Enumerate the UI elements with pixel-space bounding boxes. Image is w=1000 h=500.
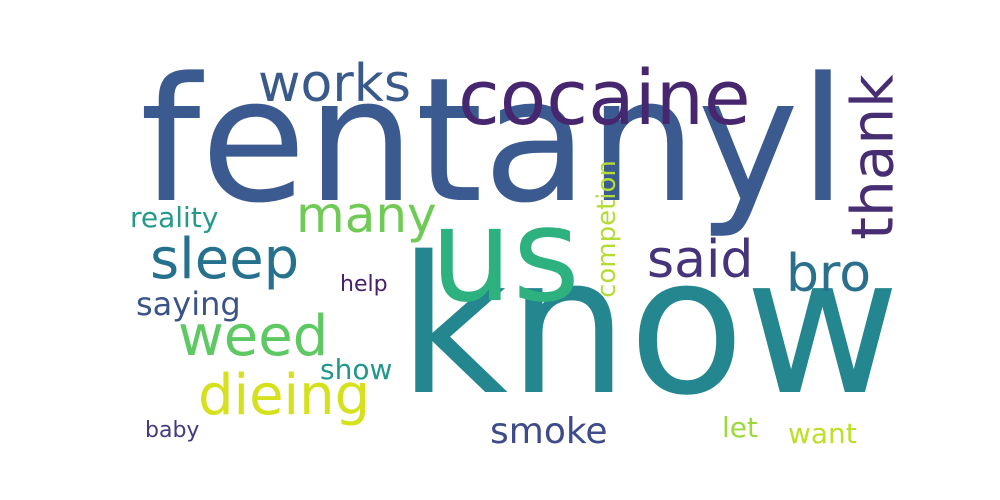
word-thank: thank: [838, 74, 907, 240]
word-dieing: dieing: [198, 363, 371, 428]
word-fentanyl: fentanyl: [140, 40, 847, 241]
word-show: show: [320, 353, 393, 386]
word-know: know: [398, 216, 901, 437]
word-many: many: [296, 186, 437, 244]
word-competion: competion: [591, 160, 622, 298]
word-help: help: [340, 272, 388, 297]
word-bro: bro: [786, 244, 872, 304]
word-said: said: [647, 230, 754, 290]
word-cocaine: cocaine: [458, 53, 751, 142]
word-works: works: [258, 54, 411, 114]
word-want: want: [788, 417, 857, 450]
word-reality: reality: [130, 201, 219, 234]
word-sleep: sleep: [150, 227, 300, 292]
word-baby: baby: [145, 418, 200, 443]
word-saying: saying: [136, 285, 241, 323]
word-let: let: [722, 411, 758, 444]
word-smoke: smoke: [490, 411, 608, 452]
word-weed: weed: [178, 304, 329, 369]
word-us: us: [430, 179, 581, 331]
